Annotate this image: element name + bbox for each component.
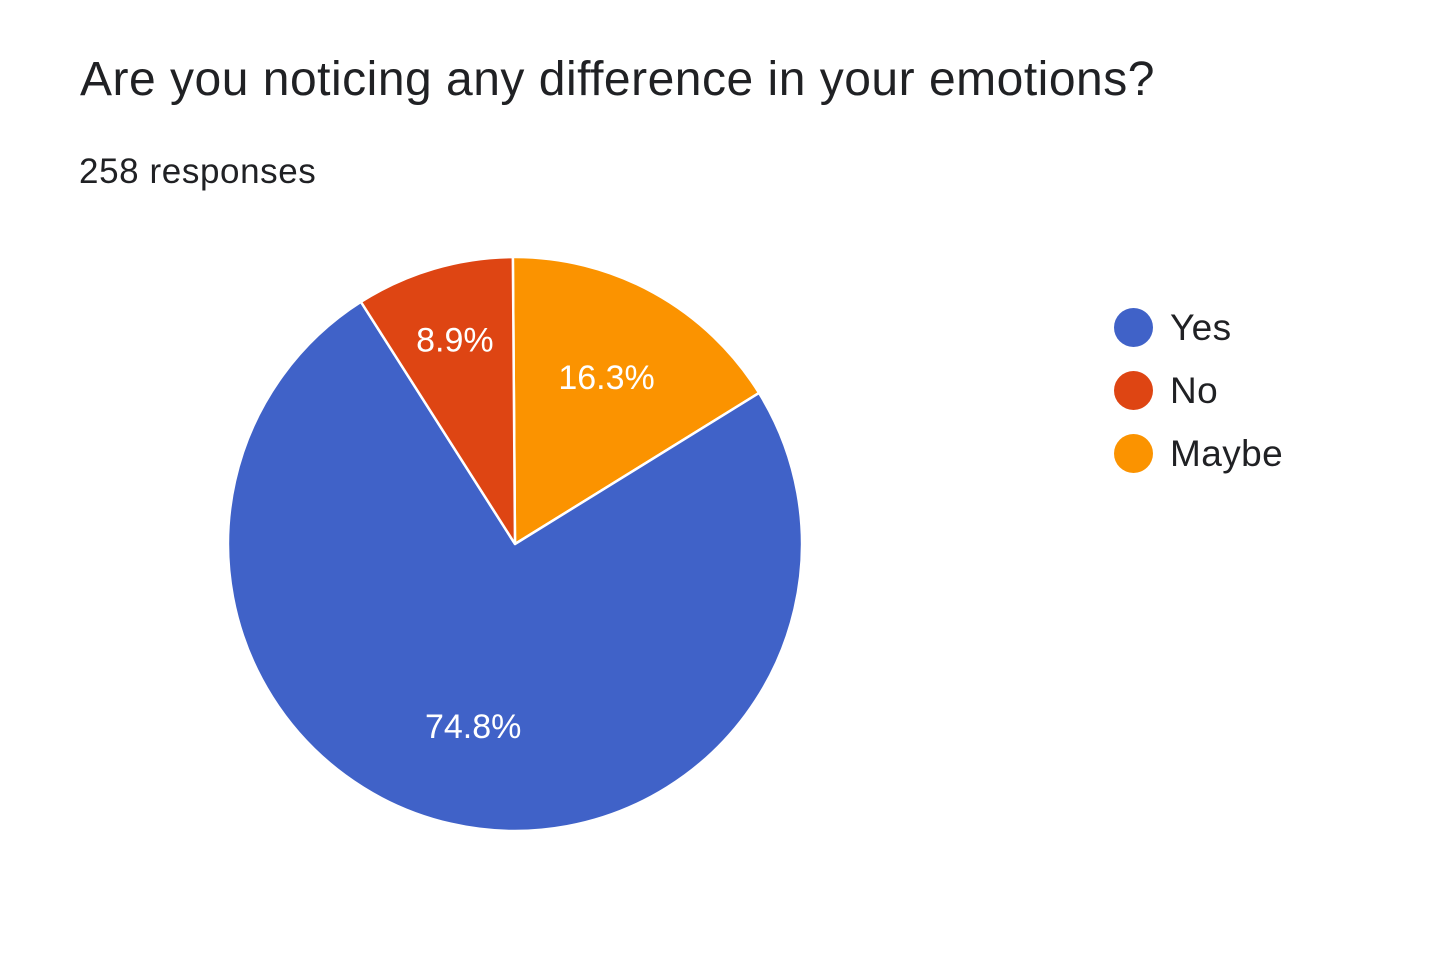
pie-slice-label-yes: 74.8% xyxy=(425,708,521,746)
pie-slice-no[interactable] xyxy=(359,255,517,546)
legend-swatch-yes xyxy=(1114,308,1153,347)
legend-item-no[interactable]: No xyxy=(1114,359,1283,422)
legend-label-maybe: Maybe xyxy=(1170,432,1284,474)
pie-slice-labels: 16.3% 74.8% 8.9% xyxy=(416,321,655,745)
legend-item-yes[interactable]: Yes xyxy=(1114,296,1283,359)
legend-swatch-no xyxy=(1114,371,1153,410)
chart-legend: Yes No Maybe xyxy=(1114,296,1283,485)
legend-label-yes: Yes xyxy=(1170,306,1232,348)
legend-swatch-maybe xyxy=(1114,434,1153,473)
chart-subtitle: 258 responses xyxy=(79,152,317,191)
pie-slice-maybe[interactable] xyxy=(511,255,761,546)
legend-item-maybe[interactable]: Maybe xyxy=(1114,422,1283,485)
pie-slices xyxy=(226,255,804,833)
pie-slice-label-no: 8.9% xyxy=(416,321,494,359)
pie-slice-label-maybe: 16.3% xyxy=(558,359,654,397)
pie-slice-yes[interactable] xyxy=(226,300,804,833)
chart-title: Are you noticing any difference in your … xyxy=(80,53,1155,106)
legend-label-no: No xyxy=(1170,369,1219,411)
